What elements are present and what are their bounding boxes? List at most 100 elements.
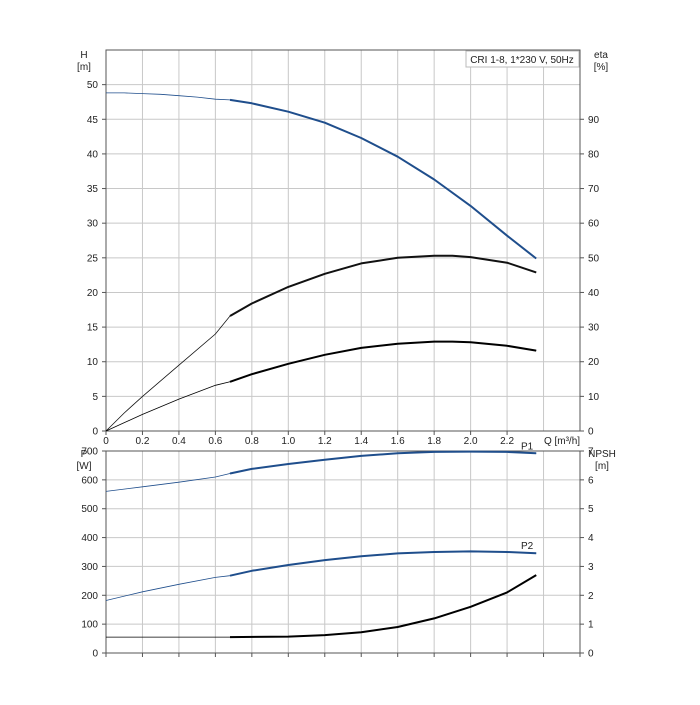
series-1-1-point-7 (324, 559, 326, 561)
y-tick-label-left: 5 (92, 392, 98, 403)
series-0-1-point-5 (229, 315, 231, 317)
y-tick-label-left: 15 (87, 323, 99, 334)
y-axis-label-right: NPSH (588, 449, 616, 460)
series-1-0-point-8 (360, 455, 362, 457)
title-box (465, 50, 580, 68)
series-0-2-point-3 (214, 384, 216, 386)
y-tick-label-right: 30 (588, 323, 600, 334)
series-0-2-point-14 (535, 349, 537, 351)
series-label-p1: P1 (521, 441, 534, 452)
series-1-2-curve-operating (229, 574, 537, 639)
series-0-0-point-7 (229, 99, 231, 101)
series-0-2-point-2 (178, 398, 180, 400)
series-0-1-curve-operating (229, 254, 537, 317)
y-axis-unit-right: [%] (594, 62, 609, 73)
y-axis-label-right: eta (594, 50, 608, 61)
series-1-0-point-10 (433, 451, 435, 453)
series-1-2-point-8 (469, 606, 471, 608)
y-tick-label-left: 700 (81, 447, 98, 458)
series-0-1-point-13 (469, 256, 471, 258)
series-0-2-point-11 (451, 340, 453, 342)
series-0-0-point-2 (141, 92, 143, 94)
series-0-2-point-9 (396, 343, 398, 345)
series-1-2-point-0 (105, 636, 107, 638)
series-0-0-point-9 (287, 110, 289, 112)
y-axis-label-left: P (81, 449, 88, 460)
y-tick-label-left: 0 (92, 427, 98, 438)
series-0-0-point-4 (178, 95, 180, 97)
series-1-2-point-6 (396, 626, 398, 628)
y-tick-label-left: 45 (87, 115, 99, 126)
y-tick-label-left: 100 (81, 620, 98, 631)
y-tick-label-left: 500 (81, 504, 98, 515)
series-0-0-point-1 (123, 92, 125, 94)
y-tick-label-left: 20 (87, 288, 99, 299)
x-tick-label: 0.2 (136, 436, 150, 447)
series-1-2-point-5 (360, 631, 362, 633)
series-1-0-point-5 (251, 468, 253, 470)
y-axis-unit-left: [W] (77, 461, 92, 472)
series-0-2-point-12 (469, 341, 471, 343)
series-1-1-curve-thin (105, 550, 537, 601)
y-tick-label-right: 3 (588, 562, 594, 573)
series-0-2-point-1 (141, 413, 143, 415)
y-tick-label-right: 1 (588, 620, 594, 631)
series-0-1-point-2 (141, 395, 143, 397)
series-0-2-point-13 (506, 345, 508, 347)
series-0-1-point-8 (324, 273, 326, 275)
series-0-2-curve-operating (229, 340, 537, 383)
series-0-0-point-6 (214, 98, 216, 100)
y-tick-label-right: 10 (588, 392, 600, 403)
x-axis-label: Q [m³/h] (544, 436, 580, 447)
series-1-2-point-9 (506, 591, 508, 593)
series-0-1-point-12 (451, 255, 453, 257)
series-0-1-point-9 (360, 262, 362, 264)
series-1-1-point-1 (141, 591, 143, 593)
series-0-0-point-0 (105, 92, 107, 94)
series-0-1-point-7 (287, 286, 289, 288)
series-0-0-point-13 (433, 178, 435, 180)
y-tick-label-right: 80 (588, 149, 600, 160)
series-0-0-point-14 (469, 205, 471, 207)
series-1-2-point-2 (229, 636, 231, 638)
series-1-1-point-2 (178, 583, 180, 585)
series-1-1-point-11 (469, 550, 471, 552)
y-tick-label-right: 0 (588, 649, 594, 660)
y-tick-label-left: 50 (87, 80, 99, 91)
series-1-1-point-10 (433, 551, 435, 553)
y-axis-unit-left: [m] (77, 62, 91, 73)
series-1-0-point-9 (396, 452, 398, 454)
series-0-0-point-16 (535, 257, 537, 259)
series-1-0-point-11 (469, 450, 471, 452)
x-tick-label: 1.0 (281, 436, 295, 447)
series-1-0-point-13 (535, 452, 537, 454)
series-0-1-point-3 (178, 364, 180, 366)
series-0-2-point-8 (360, 347, 362, 349)
series-1-0-point-6 (287, 463, 289, 465)
series-0-0-point-10 (324, 122, 326, 124)
y-tick-label-left: 40 (87, 149, 99, 160)
series-1-2-point-7 (433, 617, 435, 619)
x-tick-label: 0.4 (172, 436, 186, 447)
y-tick-label-left: 200 (81, 591, 98, 602)
series-0-0-curve-thin (106, 92, 537, 259)
series-1-0-point-12 (506, 451, 508, 453)
series-1-2-point-3 (287, 635, 289, 637)
series-0-1-point-11 (433, 255, 435, 257)
series-1-0-point-4 (229, 472, 231, 474)
series-1-1-point-6 (287, 564, 289, 566)
y-tick-label-right: 7 (588, 447, 594, 458)
series-0-2-point-7 (324, 354, 326, 356)
series-0-2-point-10 (433, 340, 435, 342)
x-tick-label: 1.4 (354, 436, 368, 447)
series-0-0-point-12 (396, 155, 398, 157)
y-tick-label-left: 600 (81, 475, 98, 486)
x-tick-label: 1.6 (391, 436, 405, 447)
y-tick-label-right: 70 (588, 184, 600, 195)
y-tick-label-left: 10 (87, 357, 99, 368)
series-0-2-point-6 (287, 363, 289, 365)
y-tick-label-right: 5 (588, 504, 594, 515)
series-1-0-point-2 (178, 481, 180, 483)
series-1-0-curve-thin (105, 451, 537, 492)
